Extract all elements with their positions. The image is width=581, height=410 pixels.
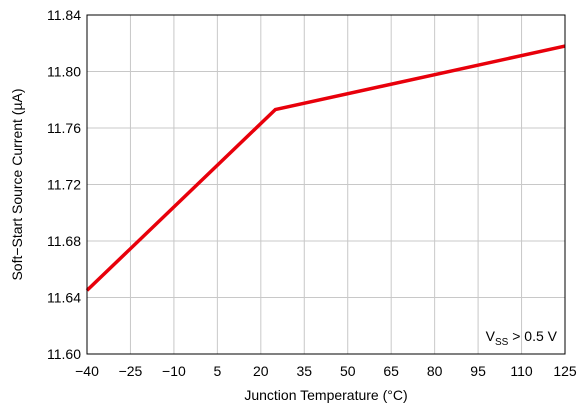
x-tick-label: 80 [427, 363, 443, 379]
y-axis-title: Soft−Start Source Current (µA) [9, 88, 25, 280]
y-tick-label: 11.68 [47, 233, 81, 249]
x-tick-label: 35 [296, 363, 312, 379]
y-tick-label: 11.76 [47, 120, 81, 136]
x-tick-label: 65 [383, 363, 399, 379]
grid [86, 14, 566, 355]
x-tick-label: 50 [340, 363, 356, 379]
annotation-subscript: SS [495, 337, 509, 348]
plot-frame [86, 14, 566, 355]
y-tick-label: 11.64 [47, 290, 81, 306]
x-tick-label: 95 [470, 363, 486, 379]
series-layer [85, 44, 566, 292]
x-tick-labels: −40 −25 −10 5 20 35 50 65 80 95 110 125 [75, 363, 577, 379]
x-axis-title: Junction Temperature (°C) [244, 387, 407, 403]
y-tick-labels: 11.60 11.64 11.68 11.72 11.76 11.80 11.84 [47, 7, 81, 362]
x-tick-label: −40 [75, 363, 99, 379]
x-tick-label: −25 [119, 363, 143, 379]
y-tick-label: 11.60 [47, 346, 81, 362]
y-tick-label: 11.80 [47, 64, 81, 80]
y-tick-label: 11.84 [47, 7, 81, 23]
series-line [85, 44, 566, 292]
annotation-suffix: > 0.5 V [508, 328, 557, 344]
x-tick-label: 20 [253, 363, 269, 379]
vss-annotation: VSS > 0.5 V [486, 328, 558, 348]
x-tick-label: 5 [213, 363, 221, 379]
annotation-main: V [486, 328, 496, 344]
x-tick-label: −10 [162, 363, 186, 379]
y-tick-label: 11.72 [47, 177, 81, 193]
x-tick-label: 125 [553, 363, 577, 379]
x-tick-label: 110 [510, 363, 533, 379]
